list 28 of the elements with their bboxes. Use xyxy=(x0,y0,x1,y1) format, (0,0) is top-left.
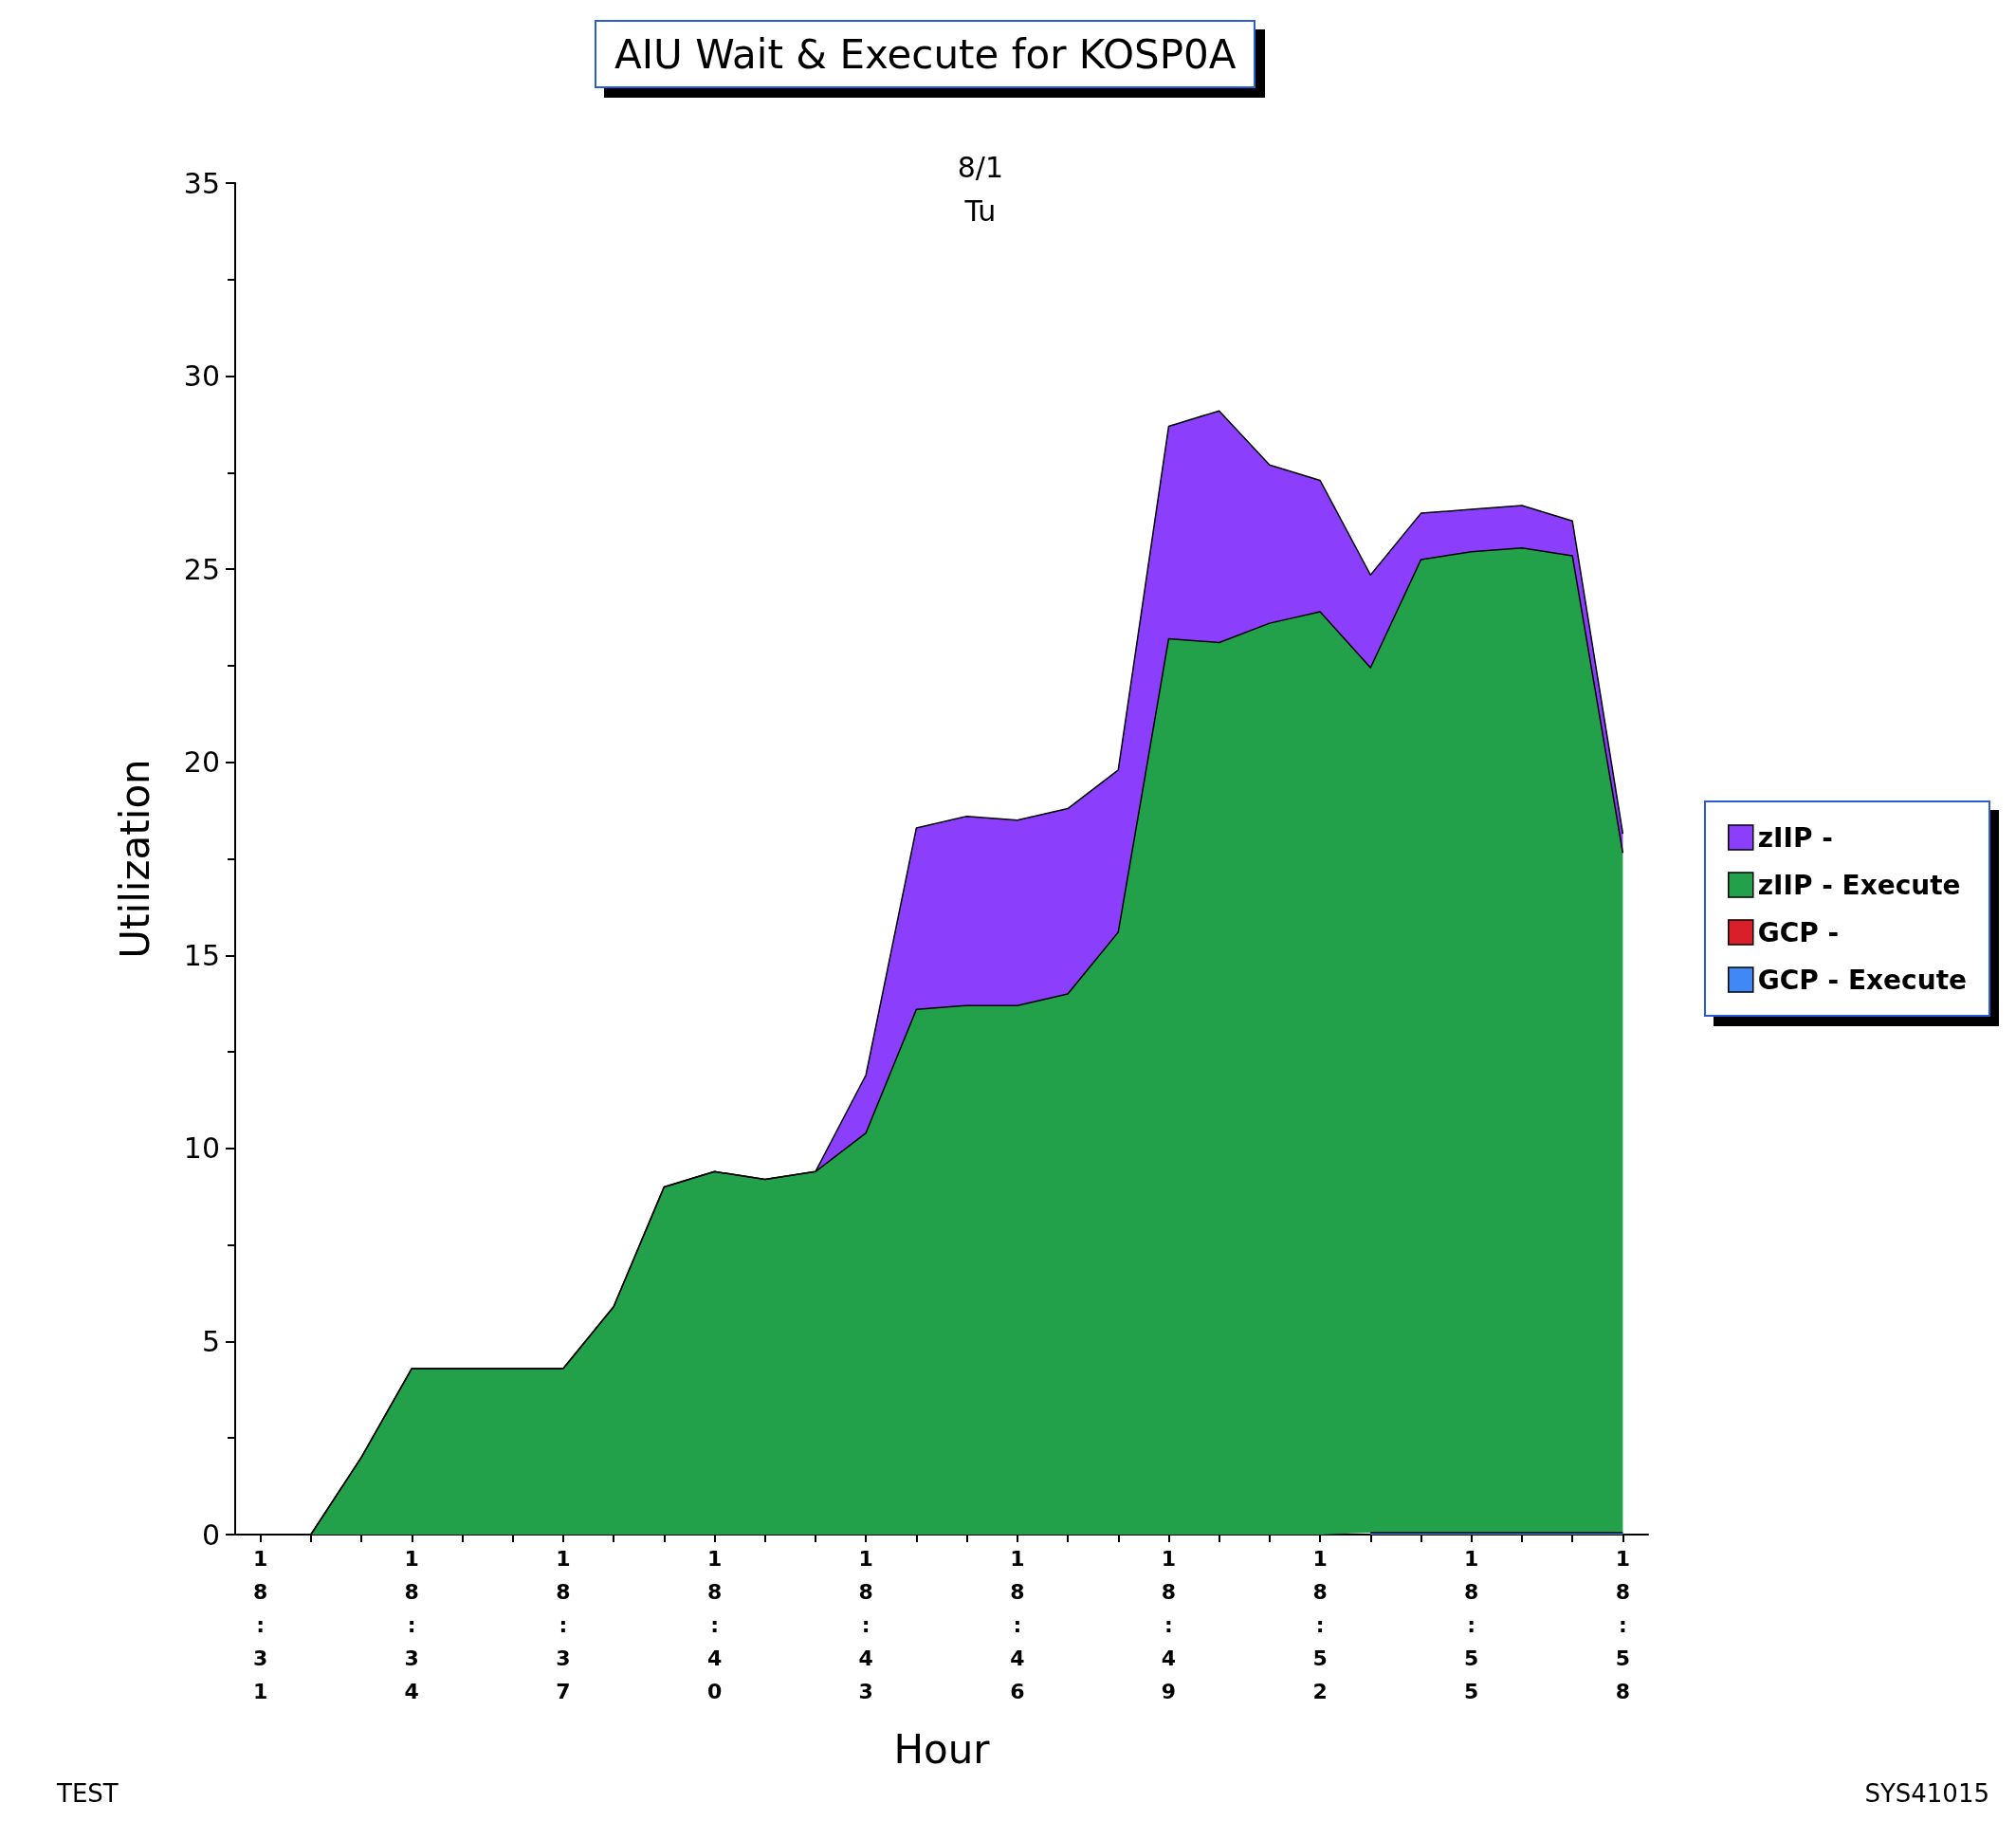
y-tick-label: 35 xyxy=(183,166,220,200)
legend-label: zIIP - Execute xyxy=(1757,869,1961,901)
y-tick-label: 0 xyxy=(201,1518,220,1552)
x-tick-label: 18:34 xyxy=(404,1547,419,1703)
y-tick-label: 5 xyxy=(201,1324,220,1358)
legend-label: GCP - Execute xyxy=(1757,964,1968,996)
x-tick-label: 18:52 xyxy=(1312,1547,1328,1703)
x-tick-label: 18:46 xyxy=(1010,1547,1025,1703)
y-tick-label: 10 xyxy=(183,1131,220,1166)
x-axis-title: Hour xyxy=(893,1725,991,1773)
y-tick-label: 15 xyxy=(183,938,220,972)
chart-title: AIU Wait & Execute for KOSP0A xyxy=(614,30,1237,78)
x-tick-label: 18:43 xyxy=(858,1547,873,1703)
legend-label: zIIP - xyxy=(1757,821,1833,854)
chart-subtitle: 8/1 Tu xyxy=(957,150,1003,228)
x-tick-label: 18:55 xyxy=(1464,1547,1479,1703)
text: SYS41015 xyxy=(1864,1779,1990,1808)
x-tick-label: 18:31 xyxy=(252,1547,268,1703)
x-tick-label: 18:49 xyxy=(1161,1547,1177,1703)
x-tick-label: 18:37 xyxy=(556,1547,571,1703)
legend-label: GCP - xyxy=(1757,916,1840,948)
text: TEST xyxy=(56,1779,119,1808)
y-tick-label: 30 xyxy=(183,359,220,394)
y-tick-label: 25 xyxy=(183,552,220,586)
x-tick-label: 18:58 xyxy=(1615,1547,1631,1703)
y-tick-label: 20 xyxy=(183,745,220,780)
x-tick-label: 18:40 xyxy=(706,1547,723,1703)
y-axis-title: Utilization xyxy=(111,759,158,959)
